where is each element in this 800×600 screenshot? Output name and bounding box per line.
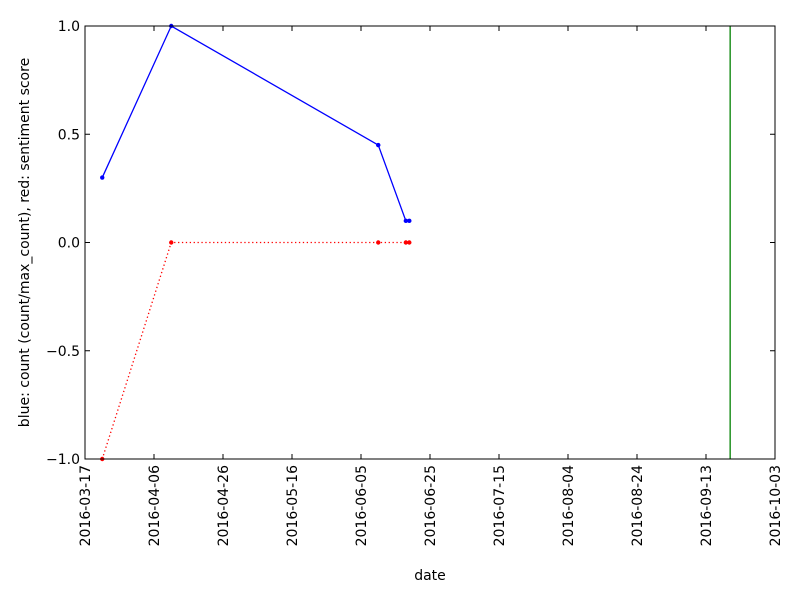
x-tick-label: 2016-04-06 — [147, 465, 163, 546]
y-axis-label: blue: count (count/max_count), red: sent… — [17, 58, 33, 427]
series-0-point — [407, 218, 412, 224]
x-tick-label: 2016-10-03 — [768, 465, 784, 546]
x-tick-label: 2016-08-24 — [630, 465, 646, 546]
y-tick-label: 0.5 — [58, 127, 80, 143]
series-0-point — [376, 142, 381, 148]
plot-area — [100, 23, 731, 462]
x-tick-label: 2016-03-17 — [78, 465, 94, 546]
axes-frame — [84, 25, 776, 460]
y-tick-label: 0.0 — [58, 236, 80, 252]
x-tick-label: 2016-08-04 — [561, 465, 577, 546]
series-1-point — [407, 240, 412, 245]
axis-ticks: −1.0 −0.5 0.0 0.5 1.0 2016-03-17 2016-04-06 201… — [46, 19, 784, 546]
y-tick-label: 1.0 — [58, 19, 80, 35]
series-1-point — [169, 240, 174, 245]
x-tick-label: 2016-09-13 — [699, 465, 715, 546]
y-tick-label: −0.5 — [46, 344, 80, 360]
x-axis-label: date — [414, 568, 446, 584]
x-tick-label: 2016-07-15 — [492, 465, 508, 546]
x-tick-label: 2016-06-05 — [354, 465, 370, 546]
x-tick-label: 2016-04-26 — [216, 465, 232, 546]
y-tick-label: −1.0 — [46, 452, 80, 468]
series-0-point — [403, 218, 409, 224]
x-tick-label: 2016-05-16 — [285, 465, 301, 546]
series-1-point — [403, 240, 409, 245]
series-0-point — [100, 175, 105, 180]
series-1-point — [376, 240, 381, 245]
x-tick-label: 2016-06-25 — [423, 465, 439, 546]
